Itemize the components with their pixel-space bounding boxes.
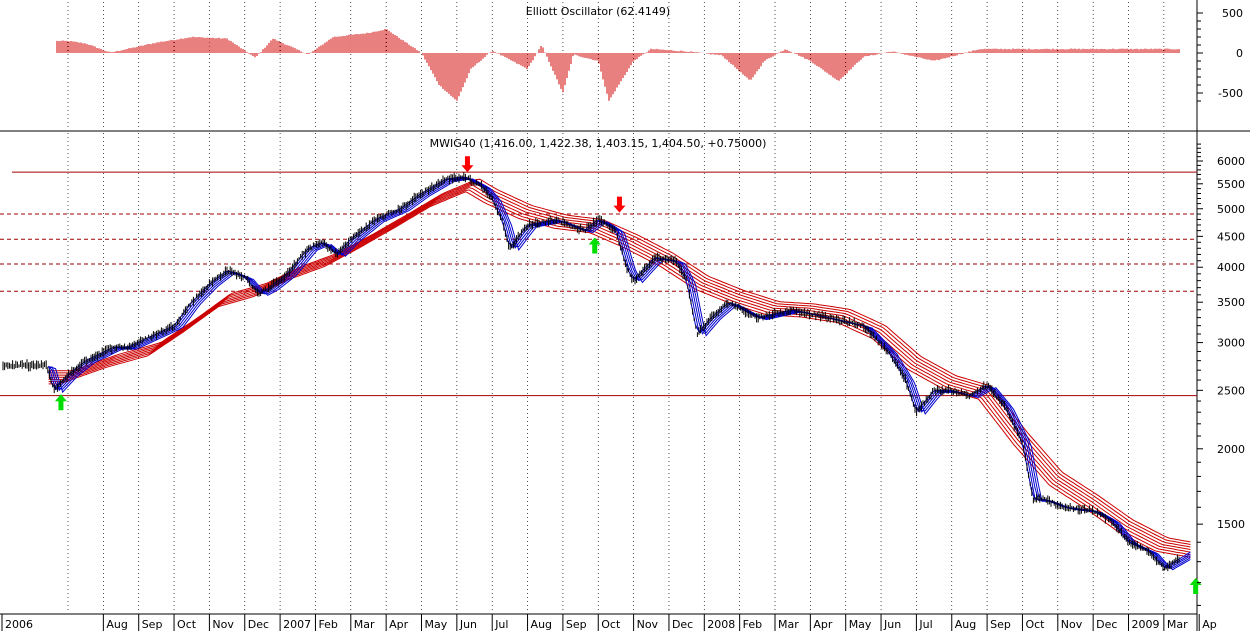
date-tick-label: Sep	[566, 618, 587, 631]
signal-arrows	[54, 156, 1202, 595]
date-tick-label: Nov	[212, 618, 234, 631]
price-axis: 1500 2000 2500 3000 3500 4000 4500 5000 5500 6000	[1197, 143, 1245, 606]
buy-arrow-icon	[588, 237, 601, 254]
date-tick-label: Feb	[743, 618, 762, 631]
date-tick-label: Oct	[177, 618, 197, 631]
oscillator-axis: 500 0 -500	[1197, 7, 1243, 102]
date-tick-label: Aug	[955, 618, 976, 631]
date-tick-label: Ap	[1202, 618, 1217, 631]
short-ema-line	[48, 178, 1191, 571]
date-tick-label: Mar	[354, 618, 375, 631]
date-tick-label: 2009	[1132, 618, 1160, 631]
date-tick-label: Dec	[1096, 618, 1117, 631]
date-tick-label: May	[425, 618, 448, 631]
date-tick-label: Nov	[1061, 618, 1083, 631]
date-tick-label: Jun	[883, 618, 901, 631]
date-tick-label: Dec	[248, 618, 269, 631]
date-tick-label: 2008	[707, 618, 735, 631]
date-tick-label: Nov	[637, 618, 659, 631]
sell-arrow-icon	[461, 156, 474, 173]
buy-arrow-icon	[1189, 578, 1202, 595]
date-tick-label: Sep	[142, 618, 163, 631]
date-tick-label: Aug	[106, 618, 127, 631]
oscillator-tick-label: 0	[1236, 47, 1243, 60]
date-tick-label: Oct	[1025, 618, 1045, 631]
date-tick-label: Mar	[778, 618, 799, 631]
oscillator-tick-label: -500	[1218, 87, 1243, 100]
date-tick-label: Dec	[672, 618, 693, 631]
date-tick-label: Mar	[1167, 618, 1188, 631]
date-tick-label: Jul	[918, 618, 932, 631]
oscillator-title: Elliott Oscillator (62.4149)	[526, 5, 670, 18]
price-tick-label: 3500	[1217, 296, 1245, 309]
date-tick-label: Oct	[601, 618, 621, 631]
price-tick-label: 2000	[1217, 443, 1245, 456]
sell-arrow-icon	[613, 196, 626, 213]
price-tick-label: 2500	[1217, 384, 1245, 397]
date-tick-label: Aug	[531, 618, 552, 631]
price-tick-label: 1500	[1217, 518, 1245, 531]
price-tick-label: 3000	[1217, 337, 1245, 350]
price-tick-label: 6000	[1217, 155, 1245, 168]
price-bars	[2, 172, 1180, 572]
date-tick-label: May	[849, 618, 872, 631]
buy-arrow-icon	[54, 394, 67, 411]
price-tick-label: 5000	[1217, 203, 1245, 216]
price-tick-label: 4500	[1217, 230, 1245, 243]
date-tick-label: Sep	[990, 618, 1011, 631]
long-ema-line	[48, 191, 1191, 558]
price-title: MWIG40 (1,416.00, 1,422.38, 1,403.15, 1,…	[430, 137, 767, 150]
oscillator-tick-label: 500	[1222, 7, 1243, 20]
date-axis: 2006 Aug Sep Oct Nov Dec 2007 Feb Mar Apr May Jun Ju…	[1, 614, 1217, 631]
date-tick-label: Feb	[318, 618, 337, 631]
date-tick-label: Jun	[459, 618, 477, 631]
oscillator-bars	[56, 29, 1180, 101]
date-tick-label: 2007	[283, 618, 311, 631]
date-tick-label: 2006	[5, 618, 33, 631]
price-tick-label: 5500	[1217, 178, 1245, 191]
long-ema-line	[48, 187, 1191, 553]
date-tick-label: Jul	[494, 618, 508, 631]
price-tick-label: 4000	[1217, 261, 1245, 274]
date-tick-label: Apr	[389, 618, 409, 631]
date-tick-label: Apr	[813, 618, 833, 631]
